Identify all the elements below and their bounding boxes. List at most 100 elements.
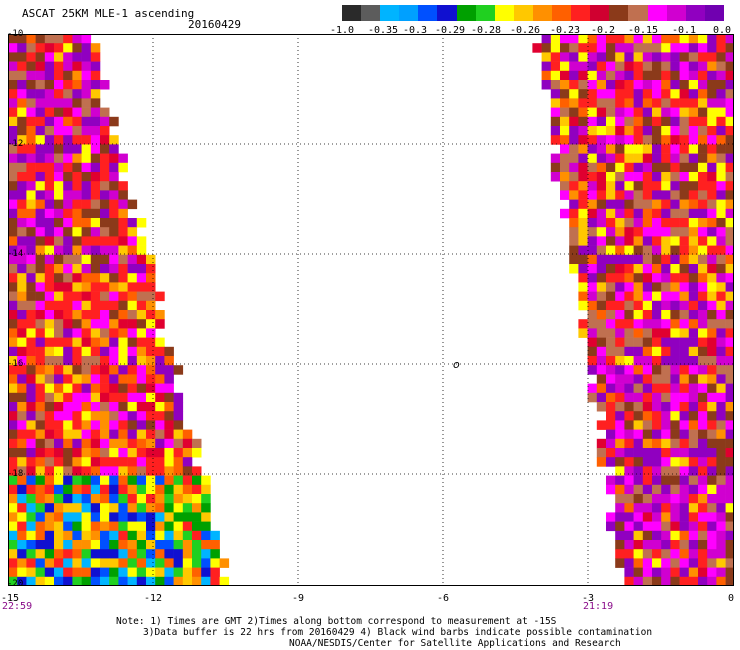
swath-cell xyxy=(44,172,55,182)
swath-cell xyxy=(670,503,680,513)
swath-cell xyxy=(8,365,18,375)
swath-cell xyxy=(100,310,110,320)
swath-cell xyxy=(716,576,726,586)
swath-cell xyxy=(17,199,27,210)
swath-cell xyxy=(63,245,73,256)
swath-cell xyxy=(578,52,588,62)
swath-cell xyxy=(63,144,73,154)
swath-cell xyxy=(100,429,110,440)
graticule xyxy=(8,34,734,586)
swath-cell xyxy=(679,337,690,348)
swath-cell xyxy=(698,254,708,265)
swath-cell xyxy=(679,402,690,412)
swath-cell xyxy=(716,126,726,136)
swath-cell xyxy=(90,80,101,90)
swath-cell xyxy=(54,245,64,256)
swath-cell xyxy=(725,264,734,274)
swath-cell xyxy=(17,181,27,191)
swath-cell xyxy=(670,236,680,246)
swath-cell xyxy=(26,144,36,154)
swath-cell xyxy=(624,172,634,182)
swath-cell xyxy=(54,273,64,283)
swath-cell xyxy=(35,475,46,486)
swath-cell xyxy=(679,457,690,467)
swath-cell xyxy=(569,199,579,210)
swath-cell xyxy=(164,392,174,403)
color-scale-tick-label: -0.3 xyxy=(402,25,428,36)
swath-cell xyxy=(201,576,211,586)
swath-cell xyxy=(44,438,55,449)
swath-cell xyxy=(606,282,616,292)
swath-cell xyxy=(26,181,36,191)
swath-cell xyxy=(127,319,138,329)
swath-cell xyxy=(569,80,579,90)
swath-cell xyxy=(633,89,644,99)
color-scale-tick-label: -0.1 xyxy=(671,25,697,36)
swath-cell xyxy=(670,291,680,302)
swath-cell xyxy=(633,374,644,384)
color-scale-swatch xyxy=(628,5,648,21)
swath-cell xyxy=(127,291,138,302)
swath-cell xyxy=(716,392,726,403)
swath-cell xyxy=(606,116,616,127)
swath-cell xyxy=(164,448,174,458)
swath-cell xyxy=(698,172,708,182)
swath-cell xyxy=(44,199,55,210)
swath-cell xyxy=(90,208,101,219)
swath-cell xyxy=(182,503,193,513)
swath-cell xyxy=(725,374,734,384)
swath-cell xyxy=(606,218,616,228)
color-scale-swatch xyxy=(361,5,381,21)
swath-cell xyxy=(136,365,147,375)
swath-cell xyxy=(63,190,73,200)
swath-cell xyxy=(661,310,671,320)
swath-cell xyxy=(716,429,726,440)
longitude-label: -6 xyxy=(436,593,450,604)
swath-cell xyxy=(81,61,92,72)
swath-cell xyxy=(17,484,27,495)
swath-cell xyxy=(35,61,46,72)
swath-cell xyxy=(219,558,230,568)
swath-cell xyxy=(35,521,46,532)
swath-cell xyxy=(173,484,184,495)
swath-cell xyxy=(136,273,147,283)
swath-cell xyxy=(54,521,64,532)
swath-cell xyxy=(624,328,634,338)
swath-cell xyxy=(670,448,680,458)
swath-cell xyxy=(8,218,18,228)
swath-cell xyxy=(17,254,27,265)
swath-cell xyxy=(100,300,110,311)
swath-cell xyxy=(90,291,101,302)
swath-cell xyxy=(136,567,147,578)
swath-cell xyxy=(716,245,726,256)
swath-cell xyxy=(652,107,662,118)
swath-cell xyxy=(698,356,708,366)
swath-cell xyxy=(688,494,699,504)
swath-cell xyxy=(118,530,128,541)
swath-cell xyxy=(670,245,680,256)
swath-cell xyxy=(155,567,165,578)
swath-cell xyxy=(725,466,734,476)
swath-cell xyxy=(109,448,119,458)
swath-cell xyxy=(100,172,110,182)
swath-cell xyxy=(596,89,607,99)
swath-cell xyxy=(670,512,680,522)
swath-cell xyxy=(560,126,570,136)
swath-cell xyxy=(707,190,717,200)
swath-cell xyxy=(54,107,64,118)
swath-cell xyxy=(164,475,174,486)
swath-cell xyxy=(118,494,128,504)
swath-cell xyxy=(63,126,73,136)
swath-cell xyxy=(109,540,119,550)
swath-cell xyxy=(670,273,680,283)
swath-cell xyxy=(725,475,734,486)
swath-cell xyxy=(90,429,101,440)
swath-cell xyxy=(688,291,699,302)
swath-cell xyxy=(716,540,726,550)
swath-cell xyxy=(707,558,717,568)
swath-cell xyxy=(642,328,653,338)
swath-cell xyxy=(182,484,193,495)
swath-cell xyxy=(81,98,92,108)
swath-cell xyxy=(17,273,27,283)
swath-cell xyxy=(615,245,625,256)
